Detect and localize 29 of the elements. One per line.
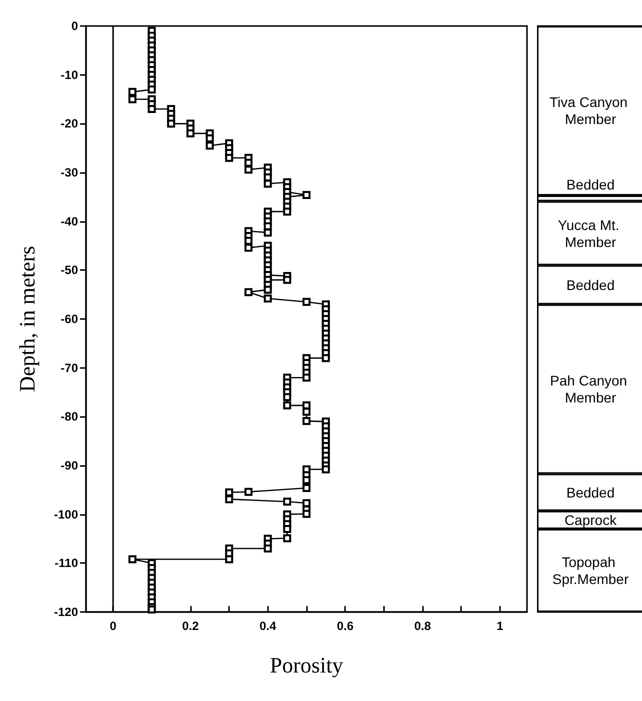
y-tick-label: -70 (60, 360, 78, 375)
y-tick-label: -30 (60, 166, 78, 180)
x-axis-title: Porosity (270, 652, 344, 678)
series-label: Bedded (566, 484, 615, 500)
series-label: Tiva Canyon Member (550, 94, 632, 128)
y-tick-label: -120 (54, 605, 78, 619)
y-tick-label: -80 (60, 410, 78, 424)
y-axis-title: Depth, in meters (14, 246, 40, 392)
series-label: Bedded (566, 276, 615, 293)
series-label: Bedded (566, 176, 615, 192)
x-tick-label: 0.6 (336, 619, 354, 633)
series-label: Pah Canyon Member (550, 372, 631, 406)
y-tick-label: -100 (54, 507, 78, 522)
y-tick-label: -50 (60, 263, 78, 278)
y-tick-label: 0 (71, 19, 78, 33)
y-tick-label: -110 (54, 556, 78, 570)
x-tick-label: 1 (496, 619, 504, 633)
series-label: Topopah Spr.Member (552, 554, 629, 587)
y-tick-label: -10 (60, 68, 78, 82)
x-tick-label: 0.4 (259, 619, 276, 633)
series-label: Yucca Mt. Member (558, 216, 624, 250)
x-tick-label: 0.8 (414, 619, 432, 633)
series-label: Caprock (564, 512, 618, 528)
x-tick-label: 0.2 (182, 619, 200, 633)
x-tick-label: 0 (110, 619, 117, 633)
y-tick-label: -20 (60, 116, 78, 131)
y-tick-label: -90 (60, 458, 78, 472)
y-tick-label: -40 (60, 214, 78, 228)
y-tick-label: -60 (60, 312, 78, 326)
